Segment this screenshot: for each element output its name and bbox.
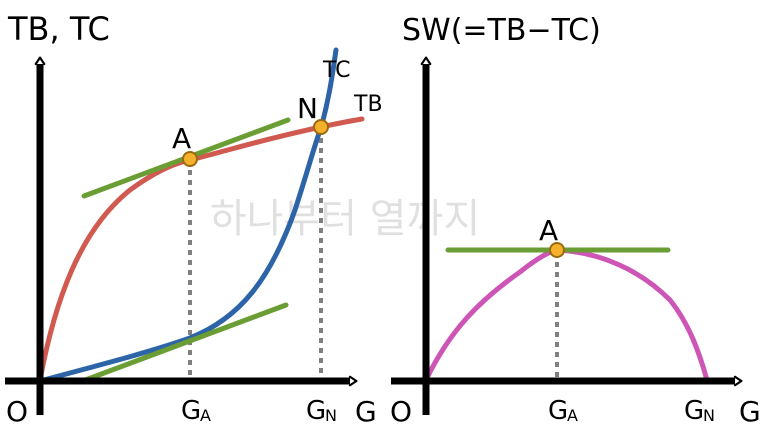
svg-text:A: A xyxy=(200,406,211,425)
left-point-a-label: A xyxy=(172,122,191,155)
left-panel: TB, TC TC TB A N O G G A G N xyxy=(5,10,383,428)
right-point-a-label: A xyxy=(539,214,558,247)
svg-text:N: N xyxy=(325,406,337,425)
watermark-text: 하나부터 열까지 xyxy=(210,196,480,242)
svg-text:G: G xyxy=(306,396,326,426)
right-origin-label: O xyxy=(390,395,412,428)
left-point-n-label: N xyxy=(297,92,318,125)
tc-label: TC xyxy=(322,58,351,83)
left-point-a xyxy=(182,151,198,167)
left-tick-ga: G A xyxy=(181,396,211,426)
svg-text:G: G xyxy=(684,396,704,426)
sw-curve xyxy=(423,247,710,383)
svg-text:A: A xyxy=(567,406,578,425)
tb-label: TB xyxy=(353,92,383,117)
right-panel: SW(=TB−TC) A O G G A G N xyxy=(390,13,761,428)
tc-tangent-line xyxy=(77,302,289,385)
left-y-axis-label: TB, TC xyxy=(7,10,110,48)
left-point-n xyxy=(313,119,329,135)
left-tick-gn: G N xyxy=(306,396,337,426)
right-y-axis-label: SW(=TB−TC) xyxy=(402,13,601,48)
right-tick-ga: G A xyxy=(548,396,578,426)
left-origin-label: O xyxy=(6,395,28,428)
left-x-axis-label: G xyxy=(355,395,377,428)
svg-text:N: N xyxy=(703,406,715,425)
tc-curve xyxy=(37,47,339,384)
svg-text:G: G xyxy=(181,396,201,426)
right-point-a xyxy=(549,242,565,258)
right-tick-gn: G N xyxy=(684,396,715,426)
right-x-axis-label: G xyxy=(739,395,761,428)
svg-text:G: G xyxy=(548,396,568,426)
